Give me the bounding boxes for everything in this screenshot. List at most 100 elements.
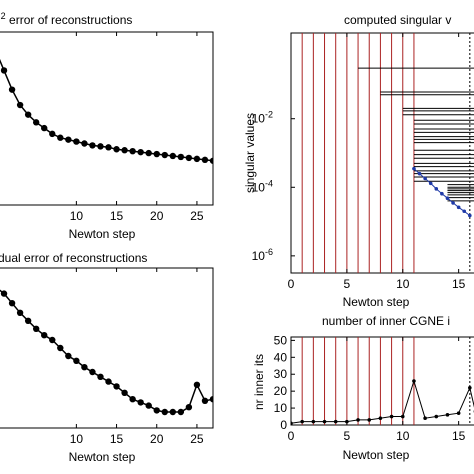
data-point: [428, 181, 433, 186]
data-point: [177, 408, 185, 416]
data-point: [105, 378, 112, 385]
data-point: [24, 111, 32, 118]
data-point: [440, 191, 444, 196]
data-point: [105, 144, 112, 151]
data-point: [65, 352, 72, 360]
data-point: [121, 389, 128, 396]
data-point: [97, 373, 104, 380]
data-point: [185, 154, 193, 162]
x-tick-label: 5: [344, 277, 351, 291]
data-point: [129, 147, 136, 155]
x-tick-label: 10: [70, 209, 84, 223]
x-tick-label: 0: [288, 277, 295, 291]
x-tick-label: 20: [150, 432, 164, 446]
data-point: [423, 416, 427, 421]
data-point: [129, 396, 136, 403]
data-point: [16, 309, 24, 316]
data-point: [356, 418, 360, 422]
chart-title: dual error of reconstructions: [0, 251, 147, 265]
data-point: [209, 396, 213, 403]
data-point: [445, 196, 450, 201]
plot-area: 0 5 10 15 10-2 10-4 10-6: [252, 33, 474, 291]
data-point: [177, 153, 185, 161]
data-point: [468, 385, 472, 390]
data-point: [389, 414, 394, 419]
data-point: [41, 332, 48, 339]
series-line: [0, 58, 213, 162]
data-point: [16, 101, 24, 109]
data-point: [468, 213, 472, 218]
data-point: [113, 146, 120, 153]
data-point: [8, 86, 16, 93]
data-point: [161, 151, 168, 159]
plot-area: 10 15 20 25: [0, 32, 213, 223]
y-tick-label: 0: [280, 418, 287, 432]
data-point: [137, 399, 144, 406]
data-point: [311, 419, 316, 424]
data-point: [378, 416, 383, 421]
data-point: [161, 408, 168, 416]
data-point: [434, 187, 439, 191]
data-point: [367, 418, 372, 422]
data-point: [89, 368, 96, 376]
y-tick-label: 30: [274, 367, 288, 381]
data-point: [412, 379, 416, 383]
data-point: [169, 408, 177, 416]
data-point: [193, 381, 201, 388]
plot-marks: [291, 337, 474, 425]
data-point: [456, 411, 461, 415]
data-point: [209, 157, 213, 164]
panel-dual-error: dual error of reconstructions 10 15 20 25 N…: [0, 251, 214, 464]
y-tick-label: 10: [274, 401, 288, 415]
x-tick-label: 10: [396, 429, 410, 443]
x-axis-label: Newton step: [69, 450, 136, 464]
x-tick-label: 10: [396, 277, 410, 291]
series-line: [291, 379, 474, 424]
plot-frame: [290, 32, 474, 274]
data-point: [412, 166, 416, 171]
data-point: [89, 142, 96, 149]
y-axis-label: nr inner its: [252, 354, 266, 410]
data-point: [8, 300, 16, 307]
data-point: [121, 147, 128, 154]
x-tick-label: 25: [190, 432, 204, 446]
data-point: [462, 209, 467, 214]
data-point: [417, 171, 422, 176]
panel-inner-iterations: number of inner CGNE i 0 5 10 1501020304050…: [252, 314, 474, 462]
plot-frame: [0, 267, 214, 429]
plot-frame: [0, 31, 214, 206]
data-point: [137, 148, 144, 156]
y-tick-label: 20: [274, 384, 288, 398]
x-tick-label: 15: [110, 209, 124, 223]
data-point: [201, 397, 209, 404]
data-point: [97, 143, 104, 150]
data-point: [456, 205, 461, 210]
chart-title: l2 error of reconstructions: [0, 11, 132, 27]
series-line: [0, 289, 213, 413]
y-axis-label: singular values: [243, 113, 257, 193]
plot-area: 10 15 20 25: [0, 268, 213, 446]
x-tick-label: 20: [150, 209, 164, 223]
x-tick-label: 10: [70, 432, 84, 446]
data-point: [0, 67, 8, 74]
x-axis-label: Newton step: [69, 227, 136, 241]
data-point: [0, 290, 8, 297]
panel-l2-error: l2 error of reconstructions 10 15 20 25 New…: [0, 11, 214, 241]
data-point: [145, 149, 152, 157]
x-axis-label: Newton step: [343, 448, 410, 462]
data-point: [185, 404, 193, 411]
data-point: [57, 134, 64, 141]
plot-marks: [301, 33, 474, 273]
x-tick-label: 25: [190, 209, 204, 223]
chart-title: computed singular v: [344, 13, 451, 27]
data-point: [81, 364, 88, 371]
data-point: [41, 124, 48, 132]
data-point: [201, 156, 209, 164]
data-point: [169, 152, 177, 160]
plot-marks: [0, 58, 213, 164]
data-point: [65, 136, 72, 143]
data-point: [113, 383, 120, 390]
data-point: [73, 138, 80, 145]
y-tick-label: 40: [274, 350, 288, 364]
data-point: [445, 413, 450, 417]
